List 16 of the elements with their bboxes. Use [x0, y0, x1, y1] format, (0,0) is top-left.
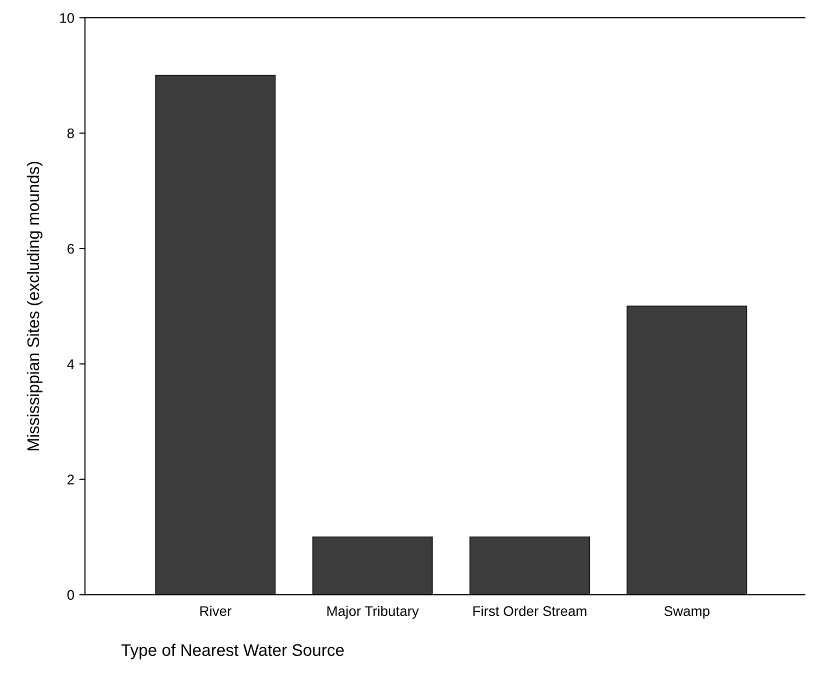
y-tick-label: 4 [67, 359, 74, 369]
x-tick-label: River [200, 606, 232, 616]
bar [626, 306, 748, 595]
x-tick-label: Major Tributary [327, 606, 419, 619]
x-tick-label: First Order Stream [473, 606, 586, 616]
y-axis-title: Mississippian Sites (excluding mounds) [26, 162, 42, 450]
x-axis-title: Type of Nearest Water Source [121, 644, 344, 660]
x-tick-label: Swamp [664, 606, 710, 619]
bar [312, 536, 433, 595]
bar [155, 74, 276, 595]
bar [469, 536, 590, 595]
y-tick-label: 2 [68, 474, 74, 484]
y-tick-label: 0 [67, 590, 74, 600]
y-tick-label: 8 [67, 128, 74, 138]
y-tick-label: 10 [60, 13, 74, 23]
y-tick-label: 6 [68, 244, 74, 254]
